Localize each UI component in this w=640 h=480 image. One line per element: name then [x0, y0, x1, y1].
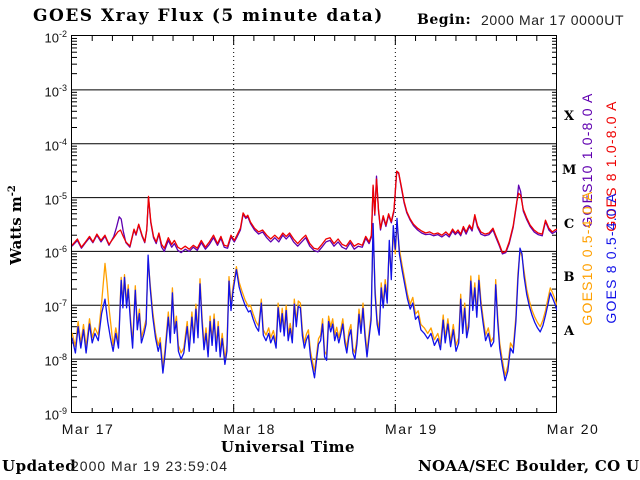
flux-class-letter-M: M [562, 162, 577, 178]
x-tick-label: Mar 18 [223, 421, 276, 437]
y-tick-label: 10-7 [44, 298, 67, 315]
x-axis-label: Universal Time [220, 438, 356, 456]
flux-class-letter-B: B [563, 270, 575, 286]
y-tick-label: 10-9 [44, 406, 67, 423]
updated-label: Updated [2, 457, 77, 475]
updated-timestamp: 2000 Mar 19 23:59:04 [71, 458, 228, 474]
series-line-goes8_short [72, 217, 557, 382]
y-tick-label: 10-8 [44, 352, 67, 369]
flux-class-letter-X: X [563, 108, 575, 124]
y-axis-label: Watts m-2 [7, 165, 25, 285]
y-tick-label: 10-4 [44, 136, 67, 154]
y-tick-label: 10-3 [44, 82, 67, 100]
x-tick-label: Mar 19 [385, 421, 438, 437]
x-tick-label: Mar 17 [61, 421, 115, 437]
begin-label: Begin: [417, 12, 472, 28]
y-axis-label-base: Watts m [7, 196, 25, 265]
legend-label-goes10_short: GOES10 0.5-4.0 A [579, 190, 595, 326]
y-axis-label-exponent: -2 [7, 185, 18, 197]
series-line-goes8_long [72, 170, 557, 254]
y-tick-label: 10-6 [44, 244, 67, 261]
series-line-goes10_short [72, 222, 557, 377]
y-tick-label: 10-2 [44, 29, 67, 46]
flux-plot-canvas [72, 36, 557, 413]
flux-class-letter-C: C [563, 216, 575, 232]
page-title: GOES Xray Flux (5 minute data) [33, 6, 384, 26]
credit-text: NOAA/SEC Boulder, CO USA [418, 457, 640, 475]
flux-class-letter-A: A [563, 324, 575, 340]
y-tick-label: 10-5 [44, 190, 67, 207]
plot-frame [70, 34, 557, 413]
legend-label-goes8_short: GOES 8 0.5-4.0 A [603, 192, 619, 324]
x-tick-label: Mar 20 [546, 421, 600, 437]
begin-value: 2000 Mar 17 0000UT [481, 12, 625, 28]
